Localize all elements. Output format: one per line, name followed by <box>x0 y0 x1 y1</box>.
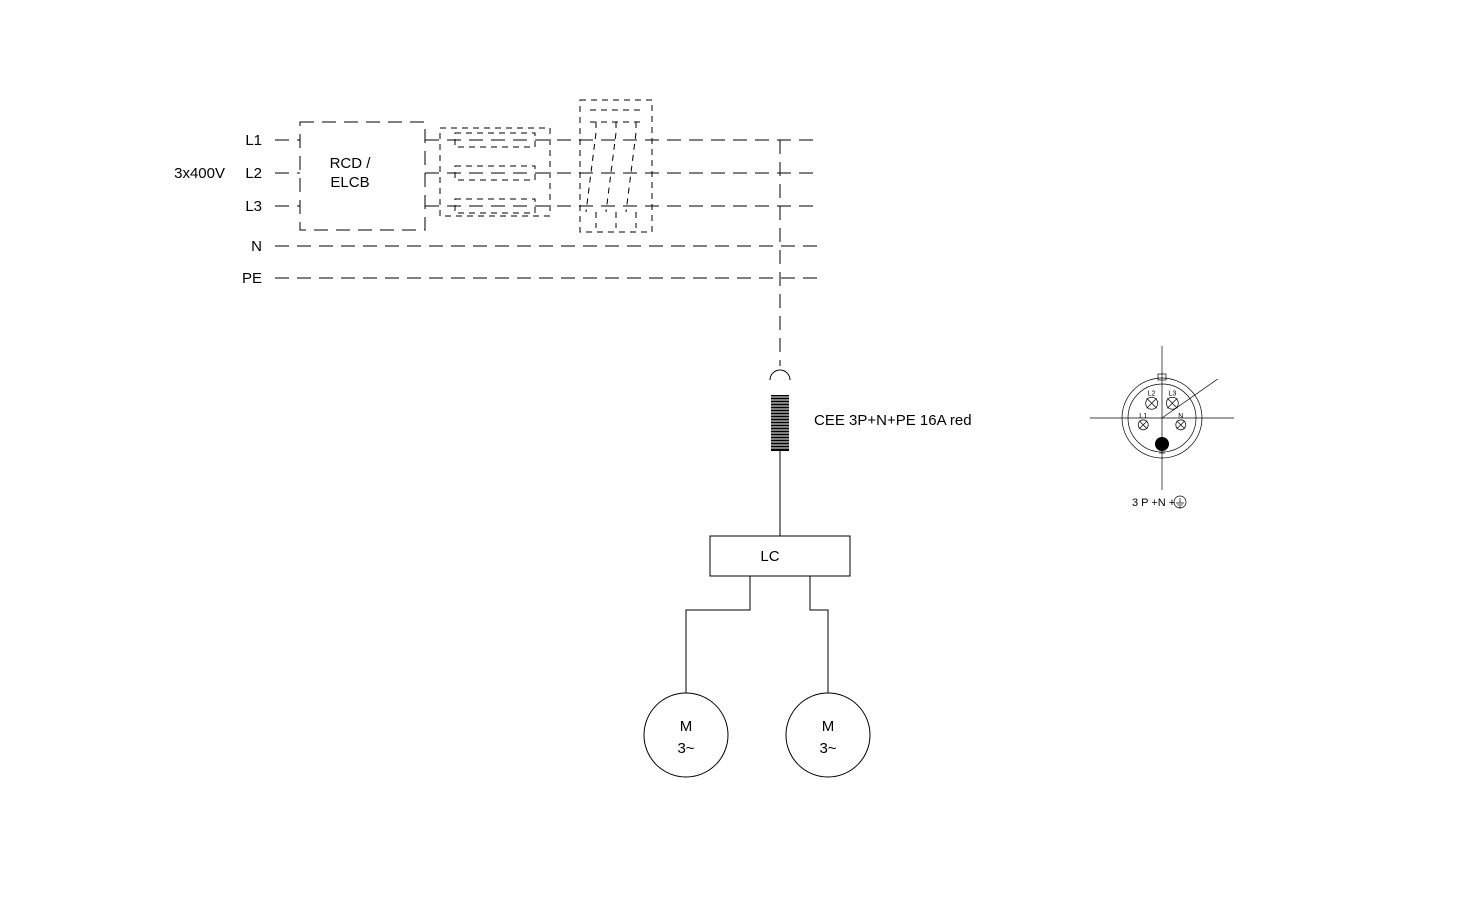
connector-face-detail: L2 L3 L1 N <box>1090 346 1234 490</box>
motor-left: M 3~ <box>644 693 728 777</box>
label-pe: PE <box>242 270 262 287</box>
cee-plug <box>770 370 790 451</box>
svg-text:N: N <box>1178 413 1183 420</box>
lc-motor-branches <box>686 576 828 693</box>
motor-right-label-1: M <box>822 718 835 735</box>
svg-text:L3: L3 <box>1168 390 1176 397</box>
earth-symbol-icon <box>1174 496 1186 508</box>
breaker-contacts <box>586 110 642 228</box>
plug-label: CEE 3P+N+PE 16A red <box>814 412 972 429</box>
motor-right: M 3~ <box>786 693 870 777</box>
rcd-label-2: ELCB <box>330 174 369 191</box>
lc-label: LC <box>760 548 779 565</box>
connector-caption: 3 P +N + <box>1132 497 1175 509</box>
svg-text:L1: L1 <box>1139 413 1147 420</box>
lc-box <box>710 536 850 576</box>
motor-left-label-2: 3~ <box>677 740 694 757</box>
svg-text:L2: L2 <box>1148 390 1156 397</box>
fuse-block <box>440 128 550 216</box>
label-l3: L3 <box>245 198 262 215</box>
label-l1: L1 <box>245 132 262 149</box>
motor-left-label-1: M <box>680 718 693 735</box>
wiring-diagram: L1 L2 L3 N PE 3x400V RCD / ELCB CEE 3P+N… <box>0 0 1464 900</box>
rcd-label-1: RCD / <box>330 155 372 172</box>
motor-right-label-2: 3~ <box>819 740 836 757</box>
label-n: N <box>251 238 262 255</box>
label-l2: L2 <box>245 165 262 182</box>
label-voltage: 3x400V <box>174 165 225 182</box>
